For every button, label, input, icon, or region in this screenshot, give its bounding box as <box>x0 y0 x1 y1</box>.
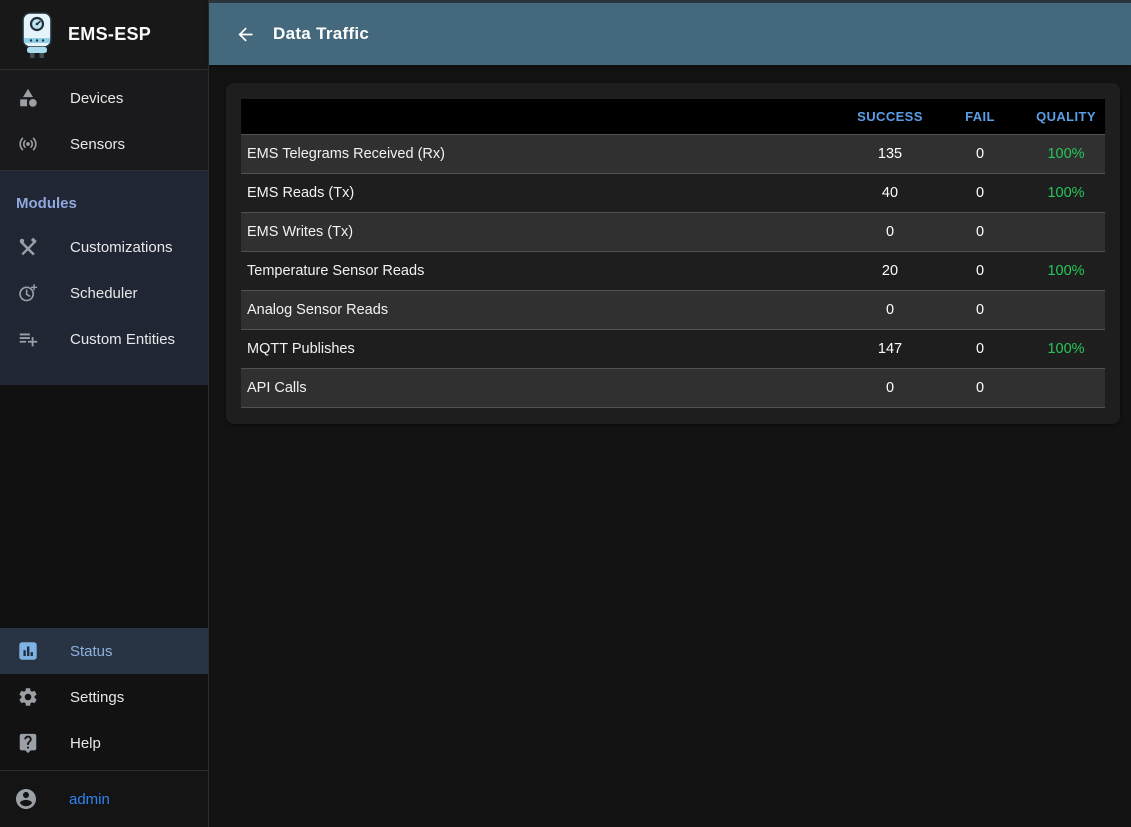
sidebar-item-custom-entities[interactable]: Custom Entities <box>0 316 208 362</box>
arrow-back-icon <box>235 24 256 45</box>
sidebar-item-help[interactable]: Help <box>0 720 208 766</box>
analytics-icon <box>16 639 40 663</box>
sidebar-item-sensors[interactable]: Sensors <box>0 121 208 167</box>
table-row: EMS Reads (Tx) 40 0 100% <box>241 173 1105 212</box>
table-row: EMS Telegrams Received (Rx) 135 0 100% <box>241 134 1105 173</box>
column-header-quality: QUALITY <box>1036 108 1096 124</box>
sidebar: EMS-ESP Devices <box>0 0 209 827</box>
construction-icon <box>16 235 40 259</box>
app-bar: Data Traffic <box>209 0 1131 65</box>
sidebar-item-label: Status <box>70 642 113 660</box>
table-row: Analog Sensor Reads 0 0 <box>241 290 1105 329</box>
sidebar-header: EMS-ESP <box>0 0 208 70</box>
table-row: Temperature Sensor Reads 20 0 100% <box>241 251 1105 290</box>
sidebar-item-scheduler[interactable]: Scheduler <box>0 270 208 316</box>
sidebar-section-main: Devices Sensors <box>0 70 208 171</box>
table-header-row: SUCCESS FAIL QUALITY <box>241 99 1105 134</box>
row-fail-value: 0 <box>975 301 985 318</box>
traffic-table-body: EMS Telegrams Received (Rx) 135 0 100% E… <box>241 134 1105 407</box>
table-row: MQTT Publishes 147 0 100% <box>241 329 1105 368</box>
row-label: MQTT Publishes <box>247 340 355 357</box>
account-circle-icon <box>14 787 38 811</box>
row-label: Temperature Sensor Reads <box>247 262 425 279</box>
gear-icon <box>16 685 40 709</box>
row-quality-value <box>1027 212 1105 251</box>
main-content: Data Traffic SUCCESS FAIL QUALITY EMS Te… <box>209 0 1131 827</box>
playlist-add-icon <box>16 327 40 351</box>
sidebar-item-label: Sensors <box>70 135 126 153</box>
sidebar-item-label: Scheduler <box>70 284 138 302</box>
row-quality-value: 100% <box>1047 340 1085 357</box>
row-fail-value: 0 <box>975 184 985 201</box>
data-traffic-table: SUCCESS FAIL QUALITY EMS Telegrams Recei… <box>241 99 1105 408</box>
row-success-value: 135 <box>877 145 903 162</box>
row-fail-value: 0 <box>975 262 985 279</box>
sidebar-spacer <box>0 385 208 628</box>
row-fail-value: 0 <box>975 145 985 162</box>
data-traffic-card: SUCCESS FAIL QUALITY EMS Telegrams Recei… <box>226 83 1120 424</box>
row-fail-value: 0 <box>975 340 985 357</box>
row-fail-value: 0 <box>975 379 985 396</box>
row-success-value: 0 <box>885 379 895 396</box>
row-success-value: 0 <box>885 301 895 318</box>
table-row: EMS Writes (Tx) 0 0 <box>241 212 1105 251</box>
back-button[interactable] <box>232 21 258 47</box>
row-success-value: 40 <box>881 184 899 201</box>
page-title: Data Traffic <box>273 24 370 43</box>
row-label: API Calls <box>247 379 307 396</box>
sidebar-item-customizations[interactable]: Customizations <box>0 224 208 270</box>
row-success-value: 0 <box>885 223 895 240</box>
sidebar-item-status[interactable]: Status <box>0 628 208 674</box>
sidebar-user[interactable]: admin <box>0 770 208 827</box>
row-quality-value <box>1027 368 1105 407</box>
row-label: EMS Reads (Tx) <box>247 184 355 201</box>
row-success-value: 147 <box>877 340 903 357</box>
sidebar-item-label: Help <box>70 734 101 752</box>
more-time-icon <box>16 281 40 305</box>
row-label: EMS Telegrams Received (Rx) <box>247 145 445 162</box>
sidebar-section-system: Status Settings Help <box>0 628 208 770</box>
row-quality-value: 100% <box>1047 145 1085 162</box>
table-row: API Calls 0 0 <box>241 368 1105 407</box>
row-fail-value: 0 <box>975 223 985 240</box>
sidebar-section-modules: Modules Customizations <box>0 171 208 385</box>
sidebar-item-label: Devices <box>70 89 124 107</box>
row-quality-value: 100% <box>1047 262 1085 279</box>
column-header-success: SUCCESS <box>857 108 923 124</box>
sidebar-item-devices[interactable]: Devices <box>0 75 208 121</box>
row-success-value: 20 <box>881 262 899 279</box>
sidebar-item-label: Custom Entities <box>70 330 176 348</box>
sidebar-item-label: Customizations <box>70 238 173 256</box>
category-icon <box>16 86 40 110</box>
row-label: Analog Sensor Reads <box>247 301 389 318</box>
app-title: EMS-ESP <box>68 24 152 44</box>
column-header-fail: FAIL <box>965 108 995 124</box>
sensors-icon <box>16 132 40 156</box>
column-header-label <box>241 99 847 134</box>
boiler-logo-icon <box>18 11 56 59</box>
live-help-icon <box>16 731 40 755</box>
username-label: admin <box>69 790 110 808</box>
row-quality-value <box>1027 290 1105 329</box>
sidebar-item-settings[interactable]: Settings <box>0 674 208 720</box>
row-quality-value: 100% <box>1047 184 1085 201</box>
sidebar-item-label: Settings <box>70 688 125 706</box>
modules-section-header: Modules <box>16 195 77 212</box>
row-label: EMS Writes (Tx) <box>247 223 354 240</box>
